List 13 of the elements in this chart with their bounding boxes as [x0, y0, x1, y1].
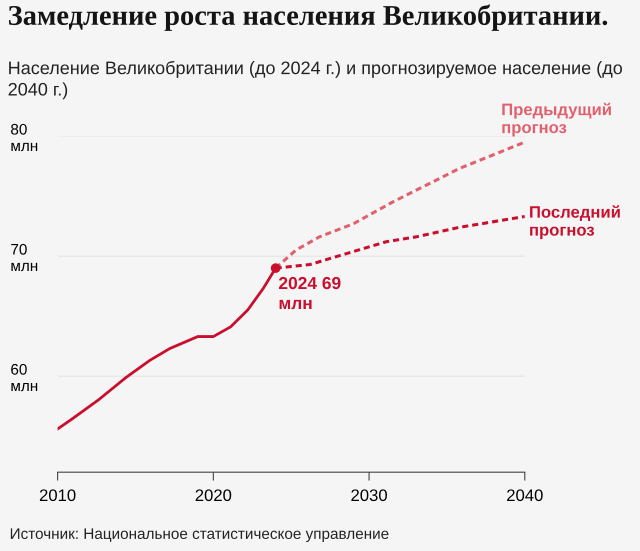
y-tick-label: 80 млн: [11, 124, 38, 152]
annotation: 2024 69 млн: [279, 276, 341, 310]
series-label: Предыдущий прогноз: [502, 102, 611, 137]
x-tick-label: 2020: [196, 489, 232, 502]
x-tick-label: 2040: [507, 489, 543, 502]
y-tick-label: 60 млн: [11, 364, 38, 392]
x-tick-label: 2010: [40, 489, 76, 502]
chart-subtitle: Население Великобритании (до 2024 г.) и прогнозируемое население (до 2040 г.): [8, 60, 622, 100]
x-tick-label: 2030: [351, 489, 387, 502]
chart-title: Замедление роста населения Великобритании.: [8, 4, 608, 31]
text: Источник: Национальное статистическое управление: [10, 528, 388, 542]
series-label: Последний прогноз: [530, 205, 620, 240]
y-tick-label: 70 млн: [11, 244, 38, 272]
